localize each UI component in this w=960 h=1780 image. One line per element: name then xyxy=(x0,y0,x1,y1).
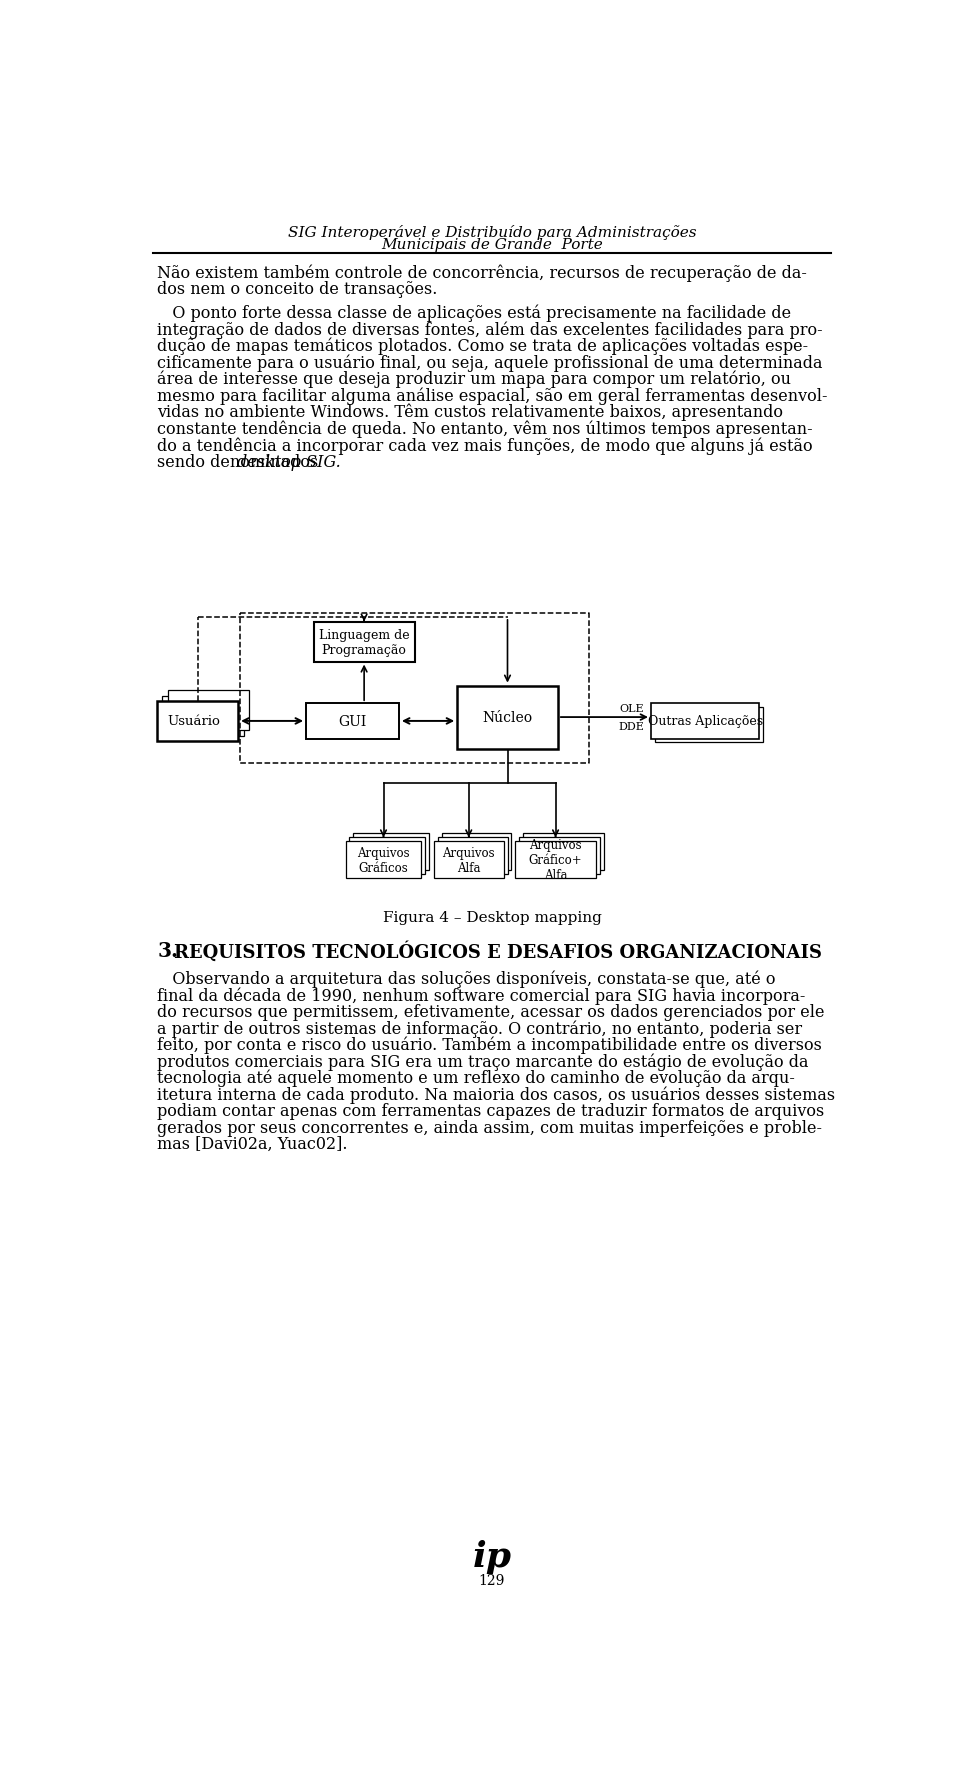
Text: Figura 4 – Desktop mapping: Figura 4 – Desktop mapping xyxy=(383,911,601,926)
Text: produtos comerciais para SIG era um traço marcante do estágio de evolução da: produtos comerciais para SIG era um traç… xyxy=(157,1052,808,1070)
Text: feito, por conta e risco do usuário. Também a incompatibilidade entre os diverso: feito, por conta e risco do usuário. Tam… xyxy=(157,1036,822,1054)
Bar xyxy=(438,838,508,874)
Text: cificamente para o usuário final, ou seja, aquele profissional de uma determinad: cificamente para o usuário final, ou sej… xyxy=(157,354,823,372)
Text: sendo denominados: sendo denominados xyxy=(157,454,324,470)
Text: dos nem o conceito de transações.: dos nem o conceito de transações. xyxy=(157,281,438,297)
Bar xyxy=(349,838,425,874)
Text: mesmo para facilitar alguma análise espacial, são em geral ferramentas desenvol-: mesmo para facilitar alguma análise espa… xyxy=(157,386,828,404)
Text: tecnologia até aquele momento e um reflexo do caminho de evolução da arqu-: tecnologia até aquele momento e um refle… xyxy=(157,1070,795,1088)
Text: ip: ip xyxy=(472,1540,512,1574)
Text: Arquivos
Gráficos: Arquivos Gráficos xyxy=(357,846,410,874)
Bar xyxy=(306,703,399,739)
Text: OLE: OLE xyxy=(619,703,644,714)
Bar xyxy=(457,685,558,749)
Text: GUI: GUI xyxy=(338,714,367,728)
Bar xyxy=(314,623,415,662)
Text: dução de mapas temáticos plotados. Como se trata de aplicações voltadas espe-: dução de mapas temáticos plotados. Como … xyxy=(157,338,808,354)
Bar xyxy=(442,833,512,870)
Text: constante tendência de queda. No entanto, vêm nos últimos tempos apresentan-: constante tendência de queda. No entanto… xyxy=(157,420,813,438)
Text: Linguagem de
Programação: Linguagem de Programação xyxy=(319,628,409,657)
Text: Observando a arquitetura das soluções disponíveis, constata-se que, até o: Observando a arquitetura das soluções di… xyxy=(157,970,776,988)
Text: REQUISITOS TECNOLÓGICOS E DESAFIOS ORGANIZACIONAIS: REQUISITOS TECNOLÓGICOS E DESAFIOS ORGAN… xyxy=(175,942,823,961)
Bar xyxy=(228,701,238,742)
Bar xyxy=(518,838,600,874)
Bar xyxy=(655,708,763,742)
Text: podiam contar apenas com ferramentas capazes de traduzir formatos de arquivos: podiam contar apenas com ferramentas cap… xyxy=(157,1102,825,1120)
Text: do recursos que permitissem, efetivamente, acessar os dados gerenciados por ele: do recursos que permitissem, efetivament… xyxy=(157,1004,825,1020)
Text: a partir de outros sistemas de informação. O contrário, no entanto, poderia ser: a partir de outros sistemas de informaçã… xyxy=(157,1020,803,1038)
Text: mas [Davi02a, Yuac02].: mas [Davi02a, Yuac02]. xyxy=(157,1136,348,1152)
Bar xyxy=(346,842,421,879)
Bar xyxy=(162,696,244,737)
Text: final da década de 1990, nenhum software comercial para SIG havia incorpora-: final da década de 1990, nenhum software… xyxy=(157,986,805,1004)
Text: SIG Interoperável e Distribuído para Administrações: SIG Interoperável e Distribuído para Adm… xyxy=(288,224,696,239)
Text: Outras Aplicações: Outras Aplicações xyxy=(648,716,762,728)
Text: Municipais de Grande  Porte: Municipais de Grande Porte xyxy=(381,239,603,253)
Bar xyxy=(353,833,429,870)
Text: vidas no ambiente Windows. Têm custos relativamente baixos, apresentando: vidas no ambiente Windows. Têm custos re… xyxy=(157,404,783,422)
Bar xyxy=(156,701,238,742)
Text: Núcleo: Núcleo xyxy=(483,710,533,724)
Bar xyxy=(515,842,596,879)
Text: Arquivos
Gráfico+
Alfa: Arquivos Gráfico+ Alfa xyxy=(529,838,583,881)
Text: O ponto forte dessa classe de aplicações está precisamente na facilidade de: O ponto forte dessa classe de aplicações… xyxy=(157,304,791,322)
Text: Não existem também controle de concorrência, recursos de recuperação de da-: Não existem também controle de concorrên… xyxy=(157,265,807,281)
Text: 129: 129 xyxy=(479,1574,505,1588)
Bar xyxy=(651,703,759,739)
Text: do a tendência a incorporar cada vez mais funções, de modo que alguns já estão: do a tendência a incorporar cada vez mai… xyxy=(157,436,813,454)
Text: integração de dados de diversas fontes, além das excelentes facilidades para pro: integração de dados de diversas fontes, … xyxy=(157,320,823,338)
Bar xyxy=(434,842,504,879)
Text: Usuário: Usuário xyxy=(167,716,220,728)
Text: área de interesse que deseja produzir um mapa para compor um relatório, ou: área de interesse que deseja produzir um… xyxy=(157,370,791,388)
Text: gerados por seus concorrentes e, ainda assim, com muitas imperfeições e proble: gerados por seus concorrentes e, ainda a… xyxy=(157,1120,822,1136)
Text: desktop SIG.: desktop SIG. xyxy=(237,454,341,470)
Text: DDE: DDE xyxy=(618,721,644,732)
Bar xyxy=(522,833,604,870)
Text: 3.: 3. xyxy=(157,942,179,961)
Bar xyxy=(168,691,249,732)
Text: itetura interna de cada produto. Na maioria dos casos, os usuários desses sistem: itetura interna de cada produto. Na maio… xyxy=(157,1086,835,1104)
Text: Arquivos
Alfa: Arquivos Alfa xyxy=(443,846,495,874)
